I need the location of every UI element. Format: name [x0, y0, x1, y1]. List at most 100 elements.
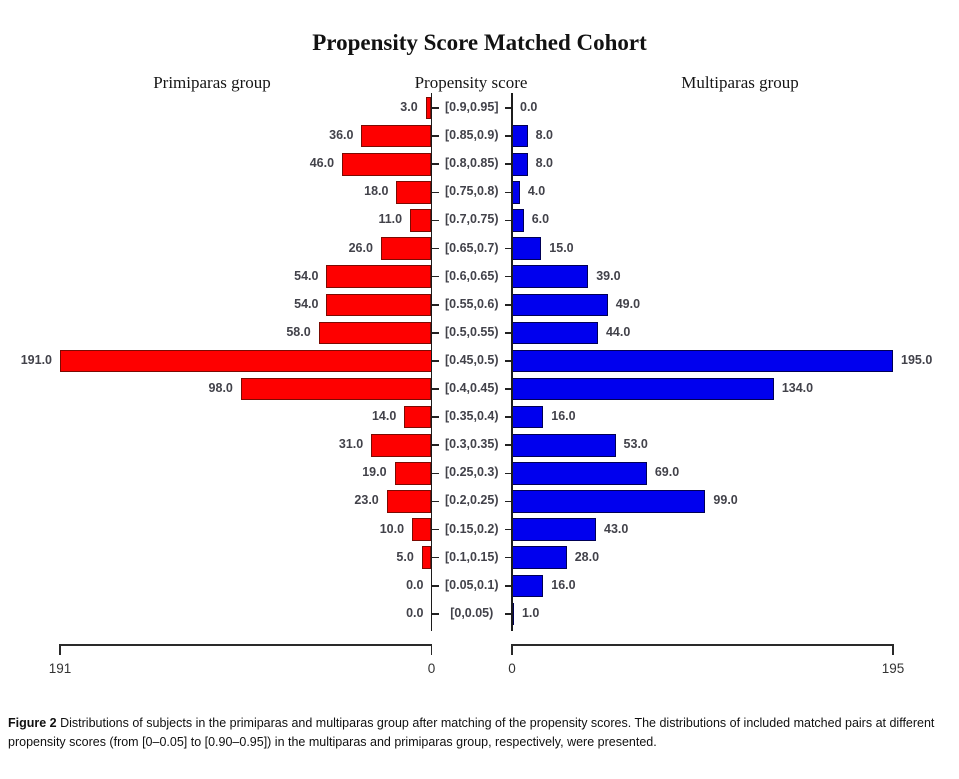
figure-caption: Figure 2 Distributions of subjects in th…	[8, 714, 952, 753]
category-tick-left	[431, 556, 439, 559]
bar-multiparas	[512, 490, 706, 513]
category-tick-right	[505, 416, 512, 418]
category-tick-right	[505, 163, 512, 166]
category-label: [0.7,0.75)	[444, 212, 499, 227]
multiparas-value-label: 1.0	[521, 605, 540, 620]
category-label: [0.75,0.8)	[444, 184, 499, 199]
primiparas-value-label: 5.0	[396, 549, 414, 564]
category-tick-left	[431, 360, 439, 362]
primiparas-value-label: 36.0	[329, 128, 354, 143]
primiparas-value-label: 18.0	[364, 184, 389, 199]
axis-end-tick	[511, 644, 513, 655]
figure-caption-label: Figure 2	[8, 716, 57, 730]
category-tick-left	[431, 247, 439, 250]
category-label: [0.8,0.85)	[444, 156, 499, 171]
bar-multiparas	[512, 153, 528, 176]
bar-multiparas	[512, 209, 524, 232]
primiparas-value-label: 54.0	[294, 296, 319, 311]
category-label: [0.55,0.6)	[444, 296, 499, 311]
primiparas-value-label: 54.0	[294, 268, 319, 283]
primiparas-value-label: 26.0	[348, 240, 373, 255]
category-tick-right	[505, 332, 512, 334]
category-label: [0.85,0.9)	[444, 128, 499, 143]
primiparas-value-label: 191.0	[20, 352, 52, 367]
multiparas-value-label: 195.0	[901, 352, 933, 367]
primiparas-value-label: 14.0	[371, 409, 397, 424]
bar-multiparas	[512, 518, 596, 541]
multiparas-value-label: 43.0	[604, 521, 629, 536]
category-label: [0.45,0.5)	[444, 352, 499, 367]
primiparas-value-label: 31.0	[338, 437, 364, 452]
category-label: [0.65,0.7)	[444, 240, 499, 255]
category-label: [0.1,0.15)	[444, 549, 499, 564]
axis-tick-label: 191	[48, 661, 72, 676]
category-tick-right	[505, 388, 512, 390]
multiparas-value-label: 134.0	[781, 381, 814, 396]
multiparas-value-label: 0.0	[520, 100, 538, 115]
category-tick-left	[431, 275, 439, 278]
bar-primiparas	[386, 490, 432, 513]
chart-title: Propensity Score Matched Cohort	[312, 30, 647, 55]
category-label: [0.3,0.35)	[444, 437, 499, 452]
primiparas-value-label: 3.0	[400, 100, 418, 115]
axis-end-tick	[892, 644, 894, 655]
figure-caption-text: Distributions of subjects in the primipa…	[8, 716, 935, 750]
multiparas-value-label: 8.0	[535, 128, 554, 143]
multiparas-value-label: 8.0	[535, 156, 554, 171]
bar-multiparas	[512, 434, 616, 457]
pyramid-chart: 3.0 [0.9,0.95] 0.0 36.0 [0.85,0.9) 8.0 46.0 [0.…	[20, 93, 933, 676]
category-tick-left	[431, 163, 439, 166]
category-tick-left	[431, 107, 439, 109]
bar-multiparas	[512, 546, 567, 569]
primiparas-value-label: 98.0	[208, 381, 233, 396]
category-tick-left	[431, 613, 439, 615]
bar-multiparas	[512, 405, 544, 429]
category-tick-right	[505, 275, 512, 278]
center-axis-header: Propensity score	[414, 73, 528, 92]
bar-primiparas	[396, 181, 432, 204]
category-label: [0.25,0.3)	[444, 465, 499, 480]
bar-multiparas	[512, 181, 520, 204]
category-tick-right	[505, 444, 512, 447]
category-tick-left	[431, 416, 439, 418]
category-tick-left	[431, 472, 439, 475]
multiparas-value-label: 6.0	[531, 212, 550, 227]
category-label: [0.4,0.45)	[444, 381, 499, 396]
category-tick-left	[431, 191, 439, 194]
multiparas-value-label: 44.0	[605, 324, 631, 339]
bar-multiparas	[512, 124, 528, 148]
category-tick-right	[505, 191, 512, 194]
bar-primiparas	[371, 434, 432, 457]
bar-multiparas	[512, 462, 647, 485]
axis-tick-label: 0	[508, 661, 516, 676]
axis-tick-label: 0	[427, 661, 436, 676]
bar-primiparas	[240, 377, 432, 401]
category-label: [0,0.05)	[450, 605, 494, 620]
multiparas-value-label: 99.0	[713, 493, 738, 508]
bar-primiparas	[60, 349, 432, 373]
bar-multiparas	[512, 293, 608, 316]
category-tick-left	[431, 303, 439, 306]
right-group-header: Multiparas group	[681, 73, 799, 92]
category-tick-right	[505, 360, 512, 362]
bar-multiparas	[512, 265, 589, 288]
category-tick-left	[431, 528, 439, 531]
bar-multiparas	[512, 321, 598, 345]
bar-multiparas	[512, 237, 542, 260]
multiparas-value-label: 15.0	[549, 240, 574, 255]
bar-primiparas	[361, 124, 432, 148]
category-tick-left	[431, 388, 439, 390]
multiparas-value-label: 69.0	[654, 465, 680, 480]
bar-multiparas	[512, 574, 544, 597]
category-tick-right	[505, 219, 512, 222]
category-label: [0.9,0.95]	[444, 100, 499, 115]
primiparas-value-label: 58.0	[286, 324, 311, 339]
category-tick-right	[505, 500, 512, 503]
category-tick-left	[431, 332, 439, 334]
primiparas-value-label: 19.0	[362, 465, 387, 480]
primiparas-zero-axis	[430, 93, 433, 631]
bar-primiparas	[412, 518, 432, 541]
category-label: [0.15,0.2)	[444, 521, 499, 536]
category-tick-right	[505, 613, 512, 615]
bar-primiparas	[342, 153, 432, 176]
